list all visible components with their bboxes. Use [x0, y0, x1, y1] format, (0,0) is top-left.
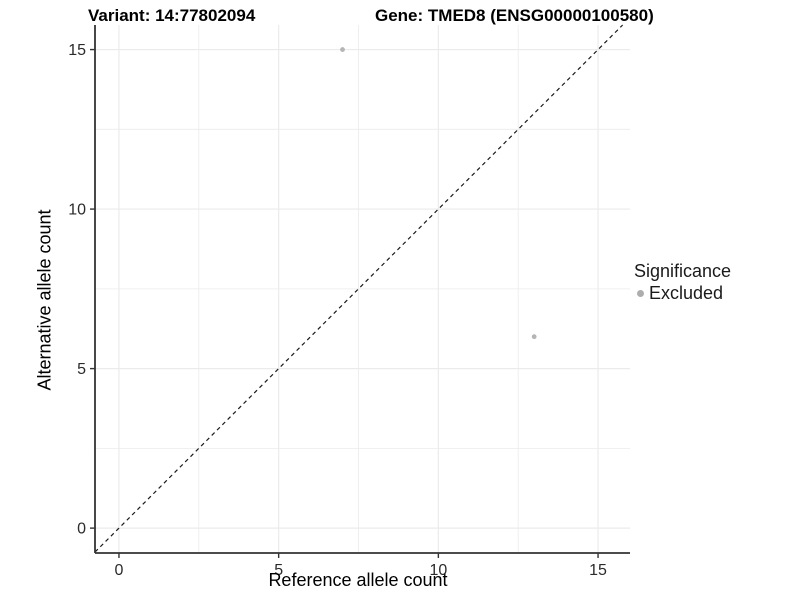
x-tick-label: 5 [274, 562, 283, 579]
legend-entry-label: Excluded [649, 283, 724, 303]
y-tick-label: 5 [77, 361, 86, 378]
y-tick-label: 15 [68, 42, 86, 59]
legend-title: Significance [634, 261, 732, 281]
x-tick-label: 15 [589, 562, 607, 579]
plot-title-variant: Variant: 14:77802094 [88, 6, 256, 25]
y-tick-label: 10 [68, 202, 86, 219]
x-tick-label: 0 [115, 562, 124, 579]
data-point [531, 334, 537, 340]
plot-title-gene: Gene: TMED8 (ENSG00000100580) [375, 6, 654, 25]
data-point [340, 47, 345, 52]
legend-point-icon [637, 289, 644, 297]
x-tick-label: 10 [429, 562, 447, 579]
legend-entry-excluded: Excluded [634, 283, 731, 303]
x-axis-title: Reference allele count [268, 570, 448, 590]
legend: Significance Excluded [634, 261, 731, 303]
y-tick-label: 0 [77, 521, 86, 538]
